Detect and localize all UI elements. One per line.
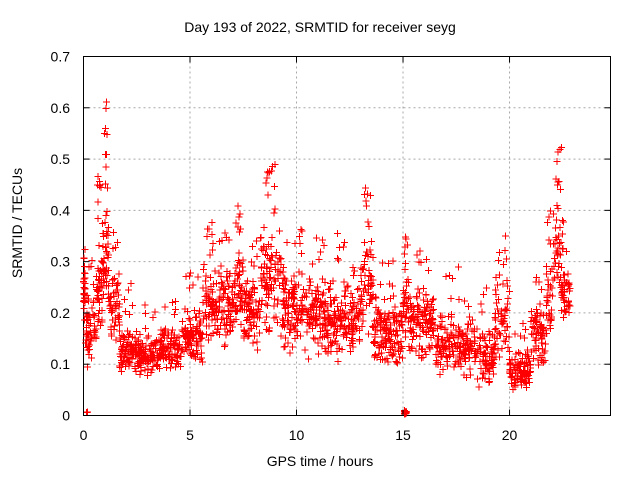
svg-text:0.2: 0.2 <box>51 305 71 321</box>
y-tick-labels: 0 0.1 0.2 0.3 0.4 0.5 0.6 0.7 <box>51 49 71 424</box>
svg-text:0.6: 0.6 <box>51 100 71 116</box>
svg-text:0.1: 0.1 <box>51 356 71 372</box>
gridlines <box>83 56 611 416</box>
svg-text:0.7: 0.7 <box>51 49 71 65</box>
svg-text:0.4: 0.4 <box>51 202 71 218</box>
svg-text:0: 0 <box>62 408 70 424</box>
svg-text:15: 15 <box>395 427 411 443</box>
svg-text:5: 5 <box>186 427 194 443</box>
x-tick-labels: 0 5 10 15 20 <box>80 427 518 443</box>
plot-border <box>83 56 611 416</box>
data-points <box>80 98 574 418</box>
svg-text:20: 20 <box>502 427 518 443</box>
svg-text:0: 0 <box>80 427 88 443</box>
axis-ticks <box>83 56 611 416</box>
svg-text:10: 10 <box>289 427 305 443</box>
x-axis-label: GPS time / hours <box>266 453 374 469</box>
svg-text:0.3: 0.3 <box>51 254 71 270</box>
y-axis-label: SRMTID / TECUs <box>9 167 25 279</box>
chart-title: Day 193 of 2022, SRMTID for receiver sey… <box>184 19 456 35</box>
svg-text:0.5: 0.5 <box>51 151 71 167</box>
